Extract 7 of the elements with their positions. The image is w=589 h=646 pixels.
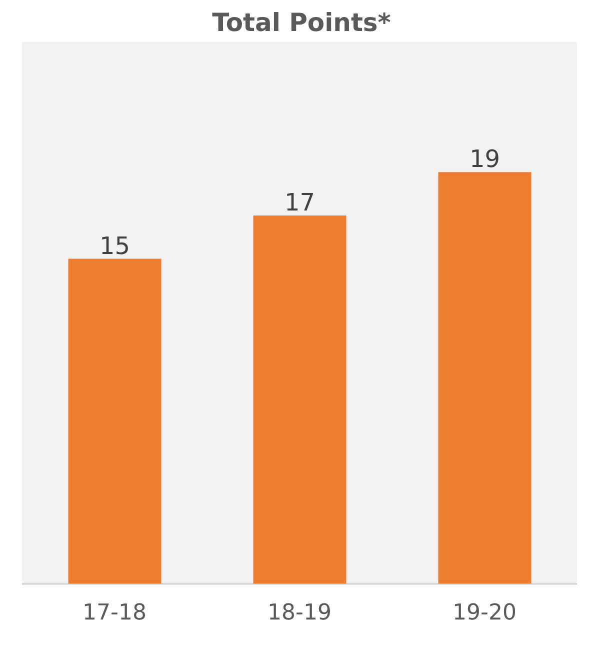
x-tick-label: 17-18 (82, 600, 146, 626)
data-label: 15 (99, 232, 130, 260)
x-tick-label: 19-20 (452, 600, 516, 626)
data-label: 19 (469, 145, 500, 174)
data-label: 17 (284, 188, 316, 216)
x-tick-label: 18-19 (268, 600, 332, 626)
chart-title: Total Points* (211, 8, 392, 39)
